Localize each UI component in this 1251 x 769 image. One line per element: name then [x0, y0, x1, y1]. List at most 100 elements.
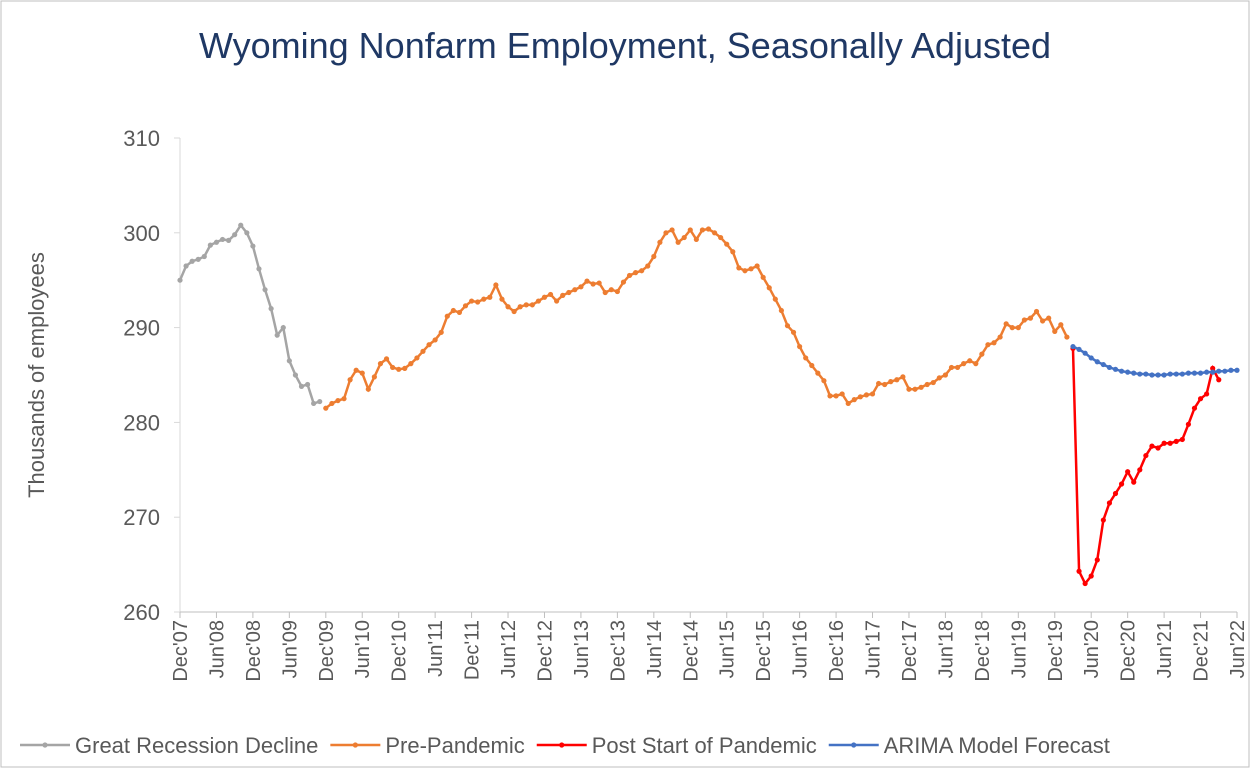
data-point [408, 361, 414, 367]
data-point [177, 277, 183, 283]
data-point [377, 361, 384, 367]
data-point [711, 230, 718, 236]
data-point [991, 340, 997, 346]
data-point [1082, 580, 1088, 587]
data-point [493, 282, 499, 288]
x-tick-label: Dec'07 [170, 620, 192, 682]
data-point [882, 381, 888, 388]
data-point [1234, 367, 1240, 373]
data-point [1027, 315, 1034, 321]
data-point [1100, 361, 1106, 368]
data-point [620, 279, 627, 285]
data-point [1143, 371, 1149, 377]
data-point [797, 343, 803, 350]
x-tick-label: Dec'15 [753, 620, 775, 682]
data-point [444, 313, 450, 319]
data-point [280, 325, 286, 331]
data-point [1033, 308, 1040, 315]
data-point [754, 263, 760, 269]
x-tick-label: Jun'08 [206, 620, 228, 678]
data-point [924, 381, 930, 388]
data-point [979, 351, 985, 357]
data-point [724, 241, 730, 247]
data-point [894, 377, 900, 383]
data-point [547, 291, 554, 298]
data-point [420, 348, 426, 354]
x-tick-label: Jun'17 [863, 620, 885, 678]
data-point [651, 253, 657, 260]
data-point [1070, 343, 1076, 350]
data-point [1143, 452, 1149, 459]
data-point [1197, 396, 1204, 402]
data-point [402, 365, 408, 371]
data-point [669, 227, 675, 233]
data-point [888, 379, 894, 385]
x-tick-label: Jun'15 [717, 620, 739, 678]
data-point [584, 278, 590, 284]
data-point [736, 265, 742, 271]
data-point [572, 287, 578, 293]
data-point [633, 270, 639, 276]
data-point [1197, 370, 1204, 376]
data-point [511, 308, 517, 315]
x-tick-label: Jun'09 [279, 620, 301, 678]
data-point [1125, 469, 1131, 475]
data-point [468, 298, 475, 304]
data-point [821, 378, 827, 384]
data-point [517, 304, 523, 310]
x-tick-label: Jun'21 [1154, 620, 1176, 678]
data-point [614, 288, 620, 295]
data-point [845, 400, 851, 407]
data-point [1185, 421, 1192, 427]
data-point [341, 396, 347, 402]
data-point [1021, 317, 1027, 323]
data-point [1216, 368, 1222, 374]
data-point [815, 370, 821, 376]
y-tick-label: 270 [123, 505, 160, 530]
data-point [359, 370, 365, 376]
data-point [329, 400, 335, 407]
data-point [1204, 391, 1210, 397]
data-point [608, 287, 614, 293]
data-point [535, 298, 542, 304]
data-point [1210, 365, 1216, 371]
x-tick-label: Jun'16 [790, 620, 812, 678]
data-point [961, 361, 967, 367]
legend-marker [559, 742, 565, 748]
x-tick-label: Dec'09 [316, 620, 338, 682]
data-point [663, 230, 669, 236]
data-point [857, 394, 863, 400]
x-tick-label: Jun'11 [425, 620, 447, 677]
x-tick-label: Dec'21 [1191, 620, 1213, 682]
data-point [311, 400, 317, 407]
data-point [566, 289, 572, 296]
data-point [748, 266, 754, 272]
data-point [827, 393, 833, 399]
data-point [1106, 500, 1113, 506]
data-point [626, 272, 633, 279]
data-point [1076, 568, 1082, 574]
data-point [578, 284, 584, 290]
data-point [803, 355, 809, 361]
legend-label: Post Start of Pandemic [592, 733, 817, 758]
data-point [1009, 325, 1015, 331]
data-point [383, 356, 390, 362]
legend-marker [352, 742, 358, 748]
data-point [1094, 557, 1100, 563]
x-tick-label: Jun'19 [1008, 620, 1030, 678]
data-point [918, 384, 924, 390]
data-point [1064, 334, 1070, 340]
data-point [529, 302, 535, 308]
data-point [1106, 364, 1113, 371]
data-point [1088, 355, 1094, 361]
data-point [809, 362, 815, 369]
legend-marker [851, 742, 857, 748]
data-point [1125, 369, 1131, 375]
data-point [487, 294, 493, 300]
data-point [232, 232, 238, 238]
data-point [1173, 371, 1179, 377]
x-tick-label: Jun'22 [1227, 620, 1249, 678]
data-point [426, 342, 432, 348]
data-point [681, 234, 687, 241]
